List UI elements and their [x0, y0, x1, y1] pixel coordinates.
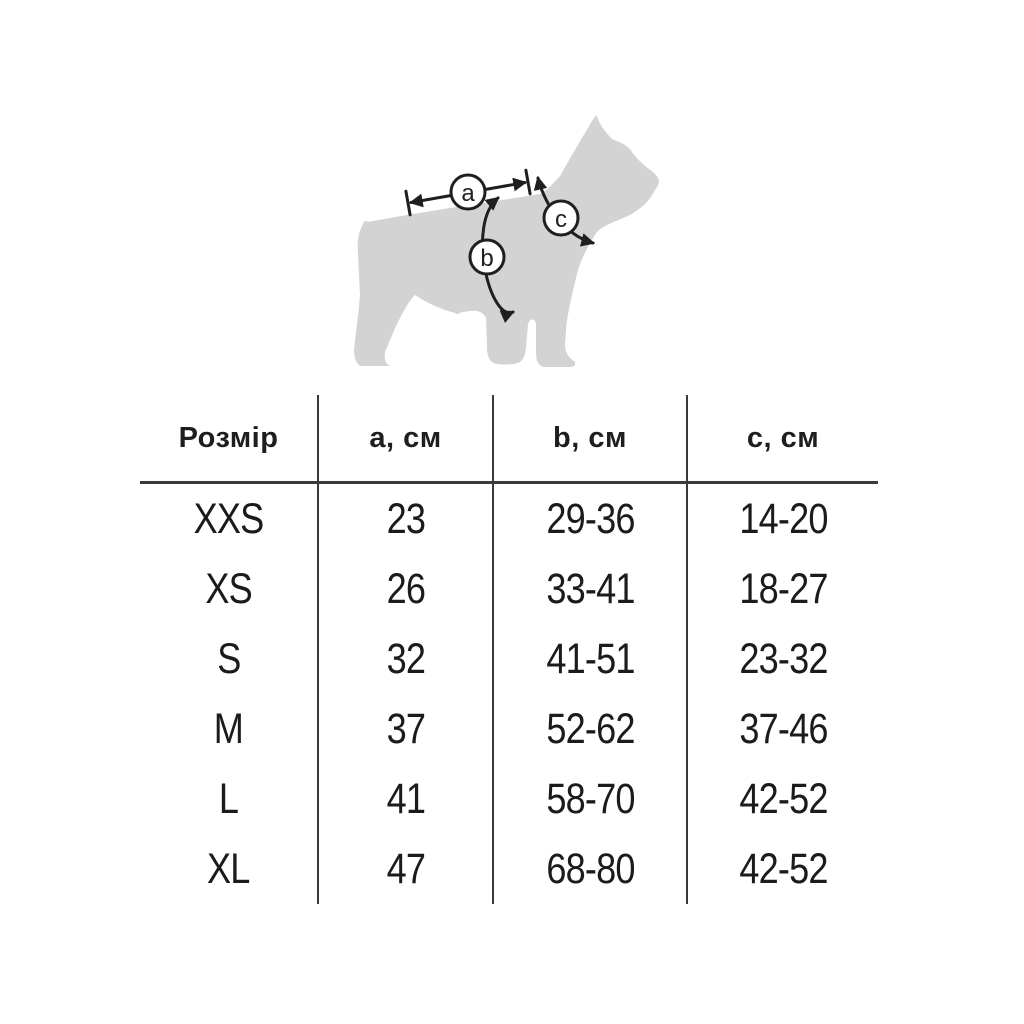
- table-cell-b: 58-70: [492, 764, 686, 834]
- table-cell-c: 18-27: [686, 554, 878, 624]
- c-value: 14-20: [738, 494, 828, 543]
- b-value: 52-62: [545, 704, 635, 753]
- table-cell-a: 23: [317, 484, 492, 554]
- table-cell-b: 33-41: [492, 554, 686, 624]
- measurement-b-circle: [468, 238, 506, 276]
- table-cell-a: 47: [317, 834, 492, 904]
- size-value: S: [216, 634, 241, 683]
- table-cell-c: 42-52: [686, 834, 878, 904]
- table-cell-size: XL: [140, 834, 317, 904]
- a-value: 41: [386, 774, 425, 823]
- table-cell-a: 26: [317, 554, 492, 624]
- b-value: 68-80: [545, 844, 635, 893]
- table-cell-b: 52-62: [492, 694, 686, 764]
- measurement-a-circle: [449, 173, 487, 211]
- column-header-b: b, см: [492, 395, 686, 484]
- measurement-labels: a b c: [449, 173, 580, 276]
- size-value: XXS: [193, 494, 265, 543]
- measurement-a-label: a: [461, 180, 475, 207]
- measurement-a-tick-right: [524, 168, 532, 196]
- table-cell-a: 37: [317, 694, 492, 764]
- table-cell-a: 41: [317, 764, 492, 834]
- table-cell-a: 32: [317, 624, 492, 694]
- measurement-c-circle: [542, 199, 580, 237]
- size-value: M: [213, 704, 244, 753]
- table-cell-c: 42-52: [686, 764, 878, 834]
- b-value: 41-51: [545, 634, 635, 683]
- size-value: L: [218, 774, 239, 823]
- b-value: 58-70: [545, 774, 635, 823]
- size-value: XL: [207, 844, 250, 893]
- table-cell-size: S: [140, 624, 317, 694]
- c-value: 18-27: [738, 564, 828, 613]
- c-value: 42-52: [738, 774, 828, 823]
- measurement-a-tick-left: [404, 189, 412, 217]
- c-value: 37-46: [738, 704, 828, 753]
- table-cell-size: L: [140, 764, 317, 834]
- c-value: 42-52: [738, 844, 828, 893]
- c-value: 23-32: [738, 634, 828, 683]
- column-header-size: Розмір: [140, 395, 317, 484]
- dog-measurement-diagram: a b c: [354, 115, 659, 367]
- dog-silhouette: [354, 115, 659, 367]
- a-value: 32: [386, 634, 425, 683]
- a-value: 37: [386, 704, 425, 753]
- measurement-b-label: b: [480, 245, 493, 272]
- table-cell-size: XXS: [140, 484, 317, 554]
- measurement-c-label: c: [555, 206, 567, 233]
- table-cell-b: 29-36: [492, 484, 686, 554]
- table-cell-c: 37-46: [686, 694, 878, 764]
- b-value: 29-36: [545, 494, 635, 543]
- table-cell-size: M: [140, 694, 317, 764]
- table-cell-b: 68-80: [492, 834, 686, 904]
- a-value: 23: [386, 494, 425, 543]
- b-value: 33-41: [545, 564, 635, 613]
- column-header-a: a, см: [317, 395, 492, 484]
- size-table: Розмір a, см b, см c, см XXS 23 29-36 14…: [140, 395, 878, 904]
- a-value: 47: [386, 844, 425, 893]
- table-cell-c: 23-32: [686, 624, 878, 694]
- table-cell-c: 14-20: [686, 484, 878, 554]
- table-cell-size: XS: [140, 554, 317, 624]
- a-value: 26: [386, 564, 425, 613]
- size-value: XS: [205, 564, 252, 613]
- column-header-c: c, см: [686, 395, 878, 484]
- table-cell-b: 41-51: [492, 624, 686, 694]
